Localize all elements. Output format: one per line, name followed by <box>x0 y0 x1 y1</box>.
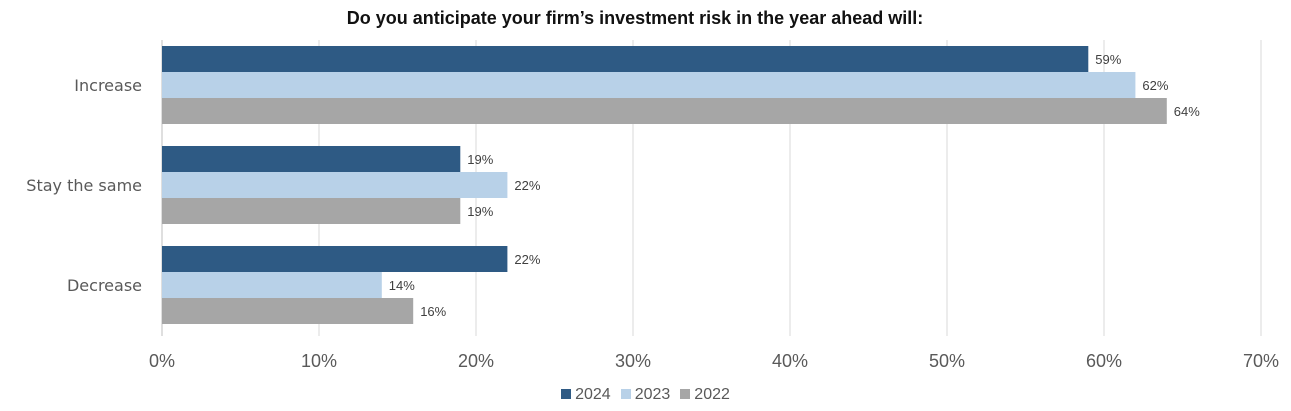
bar <box>162 298 414 324</box>
data-label: 59% <box>1095 52 1121 67</box>
bar <box>162 72 1136 98</box>
data-label: 19% <box>467 152 493 167</box>
bar <box>162 172 508 198</box>
data-label: 19% <box>467 204 493 219</box>
x-tick-label: 30% <box>615 351 651 371</box>
data-label: 22% <box>514 178 540 193</box>
bar <box>162 198 461 224</box>
x-tick-label: 40% <box>772 351 808 371</box>
x-tick-label: 50% <box>929 351 965 371</box>
legend-swatch <box>620 389 631 399</box>
bar <box>162 46 1089 72</box>
legend-swatch <box>561 389 572 399</box>
x-tick-label: 60% <box>1086 351 1122 371</box>
legend-label: 2022 <box>694 386 730 403</box>
data-label: 62% <box>1142 78 1168 93</box>
bar <box>162 272 382 298</box>
bar <box>162 246 508 272</box>
category-label: Decrease <box>67 276 142 295</box>
x-tick-label: 70% <box>1243 351 1279 371</box>
bar <box>162 98 1167 124</box>
data-labels: 59% 62% 64% 19% 22% 19% 22% 14% 16% <box>389 52 1200 319</box>
bars <box>162 46 1167 324</box>
category-labels: Increase Stay the same Decrease <box>26 76 142 295</box>
legend-item: 2022 <box>680 386 730 404</box>
data-label: 14% <box>389 278 415 293</box>
legend-label: 2023 <box>634 386 671 403</box>
legend-item: 2023 <box>620 386 671 404</box>
data-label: 16% <box>420 304 446 319</box>
x-axis-tick-labels: 0% 10% 20% 30% 40% 50% 60% 70% <box>149 351 1279 371</box>
legend-item: 2024 <box>561 386 611 404</box>
category-label: Stay the same <box>26 176 142 195</box>
x-tick-label: 10% <box>301 351 337 371</box>
chart-title: Do you anticipate your firm’s investment… <box>346 8 924 28</box>
bar <box>162 146 461 172</box>
data-label: 22% <box>514 252 540 267</box>
data-label: 64% <box>1174 104 1200 119</box>
x-tick-label: 20% <box>458 351 494 371</box>
legend-swatch <box>680 389 691 399</box>
bar-chart: 59% 62% 64% 19% 22% 19% 22% 14% 16% Increase Stay… <box>26 40 1279 371</box>
legend-label: 2024 <box>575 386 611 403</box>
legend: 2024 2023 2022 <box>0 386 1291 404</box>
x-tick-label: 0% <box>149 351 175 371</box>
category-label: Increase <box>74 76 142 95</box>
